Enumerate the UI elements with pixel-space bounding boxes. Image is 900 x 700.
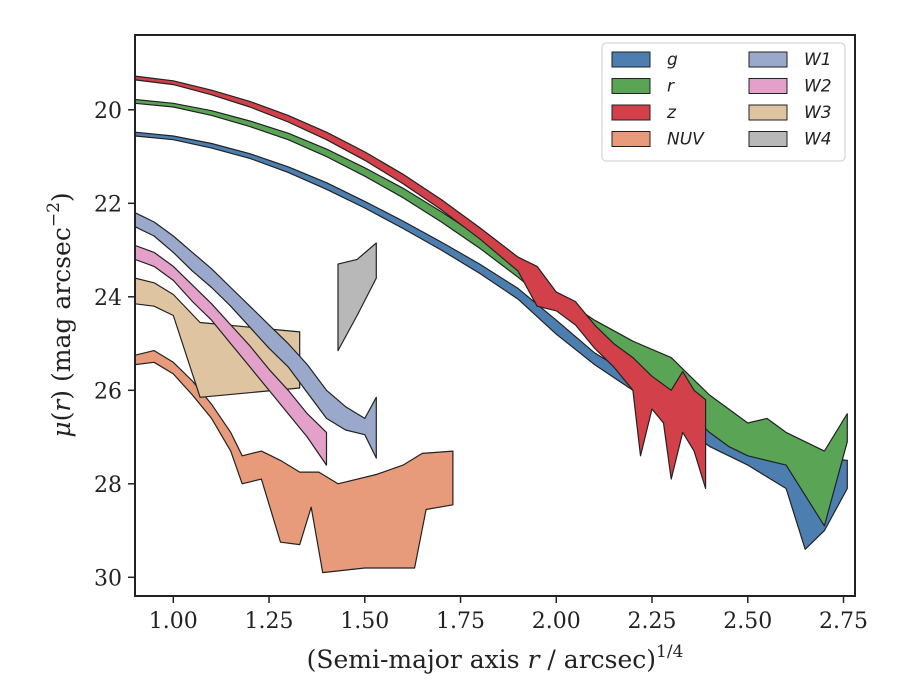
legend-label-z: z <box>666 103 677 123</box>
legend-label-w4: W4 <box>804 130 832 150</box>
y-tick-label: 30 <box>94 566 122 591</box>
y-tick-label: 26 <box>94 379 122 404</box>
y-tick-label: 28 <box>94 473 122 498</box>
x-tick-label: 2.25 <box>628 609 677 634</box>
x-tick-label: 1.00 <box>149 609 198 634</box>
legend-swatch-z <box>611 104 651 121</box>
x-tick-label: 2.50 <box>723 609 772 634</box>
x-tick-label: 1.25 <box>245 609 294 634</box>
legend-swatch-nuv <box>611 131 651 147</box>
band-nuv <box>135 350 454 574</box>
band-r <box>135 98 848 527</box>
x-axis-ticks: 1.00 1.25 1.50 1.75 2.00 2.25 2.50 2.75 <box>149 596 868 634</box>
y-tick-label: 20 <box>94 99 122 124</box>
band-w2 <box>135 244 328 466</box>
legend-label-w1: W1 <box>804 50 832 70</box>
band-w1 <box>135 212 377 459</box>
legend-label-r: r <box>667 77 675 97</box>
band-g <box>135 131 848 550</box>
y-tick-label: 22 <box>94 192 122 217</box>
y-axis-label: μ(r) (mag arcsec−2) <box>44 192 76 437</box>
legend-label-w3: W3 <box>804 103 832 123</box>
x-tick-label: 1.50 <box>340 609 389 634</box>
x-tick-label: 1.75 <box>436 609 485 634</box>
y-axis-ticks: 20 22 24 26 28 30 <box>94 99 135 591</box>
legend-swatch-w3 <box>748 104 788 121</box>
legend-label-w2: W2 <box>804 77 832 97</box>
y-tick-label: 24 <box>94 286 122 311</box>
x-tick-label: 2.00 <box>532 609 581 634</box>
chart-areas <box>135 75 848 574</box>
legend-swatch-w4 <box>748 131 788 147</box>
plot-frame <box>134 34 856 597</box>
legend-swatch-w1 <box>748 51 788 68</box>
x-tick-label: 2.75 <box>819 609 868 634</box>
legend-swatch-r <box>611 78 651 94</box>
band-z <box>135 75 707 490</box>
band-w4 <box>337 242 377 352</box>
legend-swatch-w2 <box>748 78 788 94</box>
x-axis-label: (Semi-major axis r / arcsec)1/4 <box>307 642 684 674</box>
legend-label-g: g <box>667 50 678 70</box>
legend-swatch-g <box>611 51 651 68</box>
legend-label-nuv: NUV <box>667 130 705 150</box>
legend: grz NUV W1 W2 W3 W4 <box>601 42 846 162</box>
